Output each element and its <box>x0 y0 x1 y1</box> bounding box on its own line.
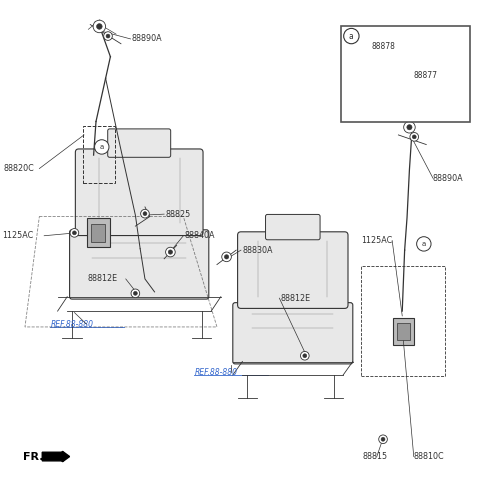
FancyBboxPatch shape <box>238 232 348 309</box>
Text: 88890A: 88890A <box>132 34 163 43</box>
FancyBboxPatch shape <box>75 149 203 236</box>
Circle shape <box>72 231 76 235</box>
FancyBboxPatch shape <box>265 214 320 240</box>
Bar <box>397 323 409 340</box>
Circle shape <box>415 61 419 65</box>
Text: a: a <box>349 31 354 41</box>
FancyBboxPatch shape <box>393 318 414 345</box>
Circle shape <box>412 86 421 95</box>
Circle shape <box>412 58 421 67</box>
Text: REF.88-880: REF.88-880 <box>194 368 238 377</box>
Circle shape <box>360 71 374 85</box>
Circle shape <box>166 247 175 257</box>
Text: REF.88-880: REF.88-880 <box>50 320 94 328</box>
FancyBboxPatch shape <box>108 129 171 157</box>
Circle shape <box>303 354 307 358</box>
FancyBboxPatch shape <box>70 230 209 299</box>
Text: 88830A: 88830A <box>242 246 273 255</box>
Circle shape <box>222 252 231 262</box>
Circle shape <box>168 250 172 254</box>
Circle shape <box>300 352 309 360</box>
Circle shape <box>225 255 229 259</box>
FancyBboxPatch shape <box>87 218 109 247</box>
Circle shape <box>417 237 431 251</box>
Circle shape <box>70 228 79 237</box>
Text: 1125AC: 1125AC <box>361 236 392 245</box>
Bar <box>83 126 115 183</box>
Circle shape <box>96 24 102 29</box>
Bar <box>92 224 105 242</box>
Text: 88812E: 88812E <box>87 274 118 284</box>
Circle shape <box>407 125 412 130</box>
Circle shape <box>95 140 109 154</box>
Text: 88878: 88878 <box>372 42 396 51</box>
Text: 88890A: 88890A <box>433 174 464 183</box>
Circle shape <box>141 209 149 218</box>
FancyArrow shape <box>42 451 70 462</box>
Text: 88815: 88815 <box>362 452 387 461</box>
Circle shape <box>131 289 140 298</box>
Circle shape <box>364 75 370 81</box>
Text: 88812E: 88812E <box>281 294 311 303</box>
Text: 88825: 88825 <box>166 210 191 219</box>
Text: a: a <box>100 144 104 150</box>
Circle shape <box>93 20 106 33</box>
Text: 88840A: 88840A <box>185 231 216 240</box>
FancyBboxPatch shape <box>233 303 353 364</box>
Circle shape <box>404 122 415 133</box>
Circle shape <box>410 132 419 141</box>
Text: 88820C: 88820C <box>4 164 35 173</box>
Circle shape <box>143 212 147 215</box>
Circle shape <box>106 34 110 38</box>
Text: 1125AC: 1125AC <box>2 231 34 240</box>
Text: FR.: FR. <box>23 452 44 462</box>
Circle shape <box>344 28 359 44</box>
Text: a: a <box>422 241 426 247</box>
Circle shape <box>415 89 419 93</box>
Circle shape <box>104 32 112 41</box>
Text: 88810C: 88810C <box>414 452 444 461</box>
Bar <box>361 266 445 376</box>
Circle shape <box>381 437 385 441</box>
Circle shape <box>412 135 416 139</box>
Bar <box>341 26 470 122</box>
Text: 88877: 88877 <box>414 71 438 80</box>
Circle shape <box>133 291 137 295</box>
Circle shape <box>379 435 387 443</box>
